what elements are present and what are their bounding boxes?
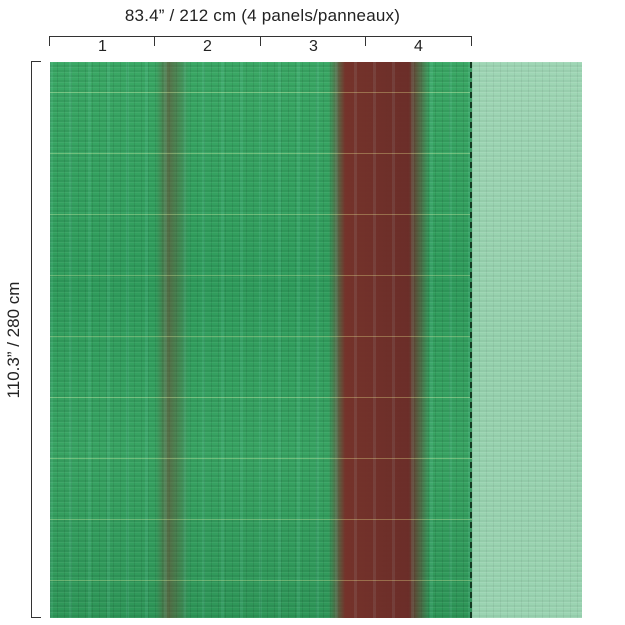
- width-ruler-tick: [49, 36, 50, 46]
- width-ruler: [49, 36, 472, 47]
- panel-edge-dashed-line: [470, 62, 472, 618]
- width-ruler-tick: [154, 36, 155, 46]
- height-ruler-tick: [31, 61, 41, 62]
- width-ruler-tick: [260, 36, 261, 46]
- panel-number-2: 2: [203, 38, 212, 55]
- height-ruler: [31, 61, 42, 618]
- mural-repeat-extension: [472, 62, 582, 618]
- panel-number-4: 4: [414, 38, 423, 55]
- height-ruler-tick: [31, 617, 41, 618]
- width-dimension-label: 83.4” / 212 cm (4 panels/panneaux): [124, 6, 401, 25]
- width-ruler-tick: [365, 36, 366, 46]
- panel-number-1: 1: [98, 38, 107, 55]
- height-dimension-label: 110.3” / 280 cm: [4, 281, 23, 399]
- width-ruler-tick: [471, 36, 472, 46]
- panel-number-3: 3: [309, 38, 318, 55]
- wallpaper-mural-preview: [50, 62, 472, 618]
- mural-texture-overlay: [50, 62, 472, 618]
